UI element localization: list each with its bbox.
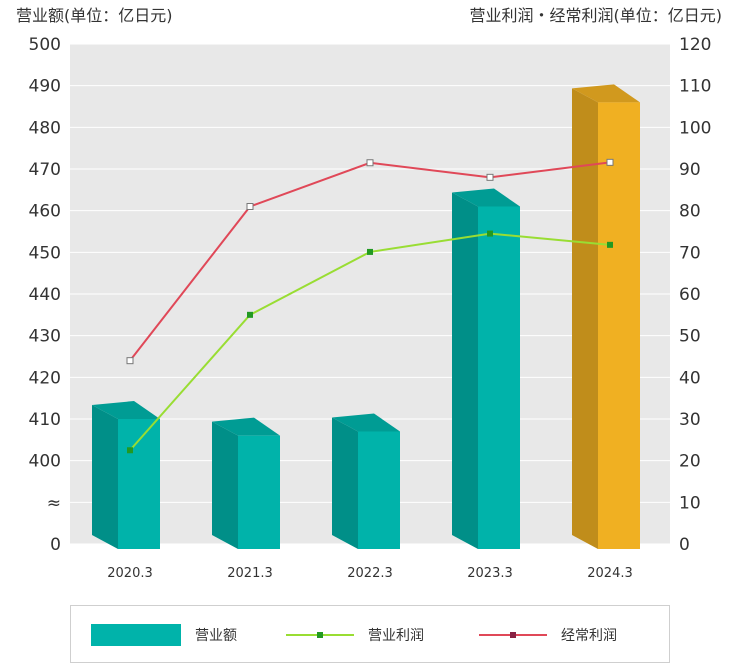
bar-side [92,405,118,549]
bar-side [332,417,358,549]
right-tick-label: 90 [679,160,701,180]
left-tick-label: 410 [29,410,61,430]
left-axis-unit-label: 营业额(单位：亿日元) [16,6,173,25]
x-category-label: 2021.3 [227,566,273,581]
bar-side [452,192,478,549]
right-tick-label: 20 [679,452,701,472]
x-category-label: 2024.3 [587,566,633,581]
line-point [126,357,134,365]
legend-swatch-operating-profit [286,630,354,640]
bar-top [452,188,520,207]
bar-top [572,84,640,103]
legend-swatch-revenue [91,624,181,646]
line-point [606,158,614,166]
left-tick-label: ≈ [47,493,61,513]
legend-label-ordinary-profit: 经常利润 [561,628,617,644]
bar [478,206,520,549]
left-tick-label: 0 [50,535,61,555]
bar [358,431,400,549]
right-tick-label: 0 [679,535,690,555]
line-point [247,311,253,318]
bar-top [332,413,400,432]
legend-item-revenue: 营业额 [91,606,237,664]
legend-marker-operating-profit [317,632,323,638]
bar-top [212,417,280,436]
x-category-label: 2023.3 [467,566,513,581]
left-tick-label: 480 [29,118,61,138]
left-tick-label: 440 [29,285,61,305]
right-tick-label: 60 [679,285,701,305]
line-point [366,159,374,167]
bar-side [572,88,598,549]
left-tick-label: 400 [29,452,61,472]
right-tick-label: 10 [679,493,701,513]
right-axis-unit-label: 营业利润・经常利润(单位：亿日元) [469,6,723,25]
legend-swatch-ordinary-profit [479,630,547,640]
right-tick-label: 110 [679,77,711,97]
legend-label-revenue: 营业额 [195,628,237,644]
right-tick-label: 80 [679,202,701,222]
right-tick-label: 50 [679,327,701,347]
right-tick-label: 40 [679,368,701,388]
legend-label-operating-profit: 营业利润 [368,628,424,644]
line-point [607,241,613,248]
line-point [487,230,493,237]
legend-item-ordinary-profit: 经常利润 [479,606,617,664]
left-tick-label: 500 [29,35,61,55]
right-tick-label: 30 [679,410,701,430]
left-tick-label: 420 [29,368,61,388]
left-tick-label: 450 [29,243,61,263]
legend-item-operating-profit: 营业利润 [286,606,424,664]
chart-legend: 营业额 营业利润 经常利润 [70,605,670,663]
left-tick-label: 460 [29,202,61,222]
right-tick-label: 70 [679,243,701,263]
right-tick-label: 120 [679,35,711,55]
bar-side [212,421,238,549]
combo-chart: 500490480470460450440430420410400≈012011… [29,35,712,581]
right-tick-label: 100 [679,118,711,138]
x-category-label: 2020.3 [107,566,153,581]
left-tick-label: 430 [29,327,61,347]
line-point [367,248,373,255]
x-category-label: 2022.3 [347,566,393,581]
bar [598,102,640,549]
left-tick-label: 490 [29,77,61,97]
bar [238,435,280,549]
line-point [486,173,494,181]
line-point [127,447,133,454]
line-point [246,203,254,210]
left-tick-label: 470 [29,160,61,180]
bar-top [92,401,160,419]
bar [118,419,160,549]
legend-marker-ordinary-profit [510,632,516,638]
